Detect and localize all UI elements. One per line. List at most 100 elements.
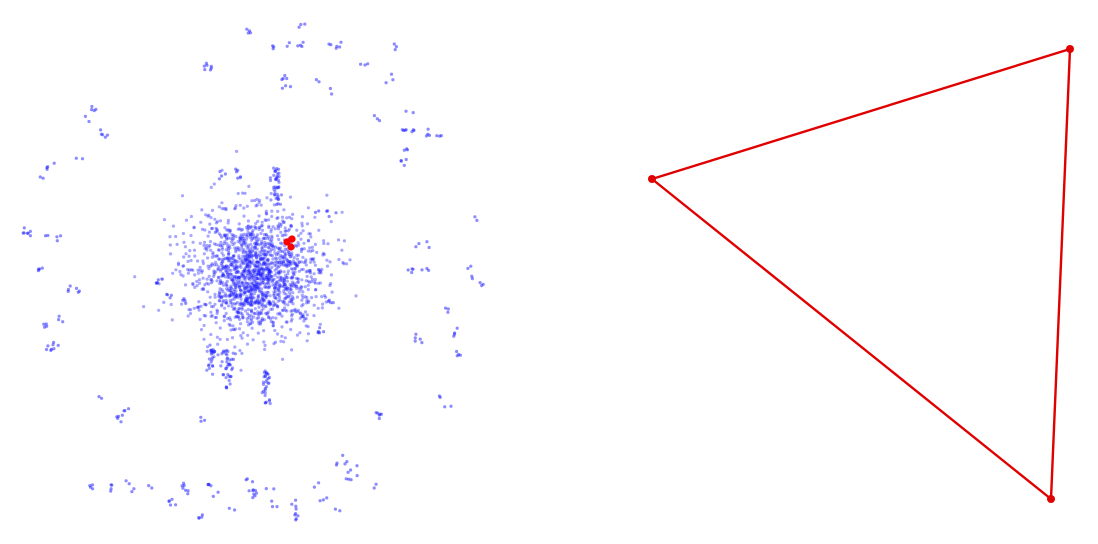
graph-node — [282, 220, 286, 225]
graph-node — [239, 301, 243, 305]
graph-node — [245, 285, 249, 289]
graph-node — [203, 418, 207, 422]
graph-node — [303, 310, 308, 314]
graph-node — [38, 175, 42, 179]
graph-node — [325, 193, 329, 197]
graph-node — [262, 236, 266, 240]
graph-node — [478, 281, 482, 285]
graph-node — [187, 254, 191, 258]
graph-node — [265, 277, 269, 281]
graph-node — [404, 128, 408, 132]
graph-node — [223, 240, 227, 244]
graph-node — [259, 257, 263, 261]
graph-node — [273, 302, 277, 306]
graph-node — [242, 248, 246, 252]
graph-node — [254, 221, 258, 226]
graph-node — [259, 281, 263, 285]
graph-node — [225, 279, 229, 283]
graph-node — [254, 299, 258, 303]
graph-node — [55, 239, 59, 243]
graph-node — [285, 262, 289, 266]
graph-node — [205, 243, 209, 248]
graph-node — [205, 349, 209, 353]
graph-node — [220, 207, 224, 211]
graph-node — [241, 240, 245, 244]
graph-node — [278, 298, 282, 302]
graph-node — [231, 243, 235, 247]
graph-node — [268, 242, 272, 246]
graph-node — [308, 232, 312, 236]
graph-overview-panel — [21, 22, 485, 522]
graph-node — [389, 72, 394, 76]
graph-node — [273, 289, 277, 293]
graph-node — [255, 242, 259, 246]
graph-node — [186, 259, 190, 263]
graph-node — [257, 227, 261, 232]
graph-node — [312, 280, 317, 284]
graph-node — [213, 315, 217, 320]
graph-node — [99, 128, 103, 132]
graph-node — [239, 297, 243, 301]
graph-node — [250, 294, 254, 298]
graph-node — [225, 270, 230, 274]
graph-node — [270, 307, 275, 311]
graph-node — [230, 233, 234, 237]
graph-node — [247, 289, 251, 293]
graph-node — [251, 281, 255, 286]
graph-node — [249, 285, 253, 289]
graph-node — [289, 314, 294, 318]
graph-node — [284, 84, 288, 88]
graph-node — [238, 288, 242, 292]
graph-node — [255, 260, 259, 264]
graph-node — [213, 349, 217, 354]
graph-node — [249, 318, 253, 322]
graph-node — [247, 29, 252, 33]
graph-node — [189, 308, 193, 312]
graph-node — [248, 302, 252, 306]
graph-node — [222, 315, 226, 319]
graph-node — [273, 251, 277, 255]
graph-node — [284, 296, 288, 300]
graph-node — [281, 308, 285, 312]
graph-node — [247, 271, 251, 275]
graph-node — [252, 236, 256, 240]
graph-node — [258, 277, 262, 281]
graph-node — [226, 273, 230, 277]
graph-node — [262, 375, 266, 379]
graph-node — [257, 225, 261, 229]
graph-node — [321, 253, 325, 257]
graph-node — [192, 225, 196, 229]
graph-node — [234, 302, 238, 306]
graph-node — [215, 220, 220, 224]
graph-node — [217, 276, 221, 280]
graph-node — [227, 258, 231, 262]
graph-node — [243, 241, 247, 246]
graph-node — [220, 352, 224, 356]
graph-node — [325, 258, 329, 262]
graph-node — [210, 358, 214, 362]
graph-node — [292, 273, 296, 277]
graph-node — [249, 276, 253, 280]
graph-node — [226, 236, 230, 240]
graph-node — [326, 242, 330, 246]
graph-node — [231, 254, 235, 258]
graph-node — [214, 270, 218, 274]
graph-node — [251, 271, 255, 275]
graph-node — [263, 282, 267, 286]
graph-node — [246, 268, 250, 272]
graph-node — [215, 335, 219, 339]
graph-node — [287, 227, 291, 231]
graph-node — [223, 234, 227, 238]
graph-node — [230, 302, 234, 306]
graph-node — [256, 264, 260, 268]
graph-node — [246, 282, 250, 286]
graph-node — [263, 374, 267, 378]
graph-node — [200, 513, 204, 517]
graph-node — [297, 243, 301, 247]
graph-node — [211, 251, 215, 255]
graph-node — [310, 280, 314, 284]
graph-node — [406, 268, 410, 272]
graph-node — [271, 320, 275, 324]
graph-node — [247, 256, 251, 260]
graph-node — [272, 290, 276, 294]
